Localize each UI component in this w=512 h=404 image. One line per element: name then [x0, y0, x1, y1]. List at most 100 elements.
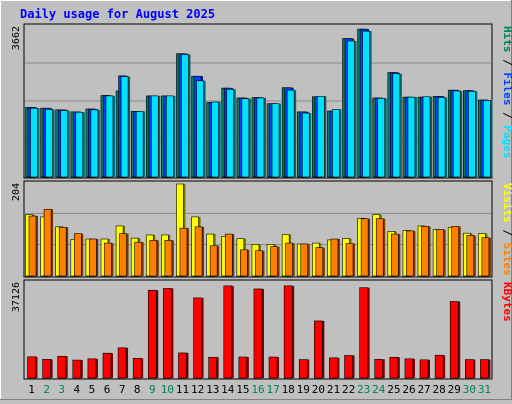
bar-sites-day-31 [481, 237, 490, 277]
bar-kbytes-day-22 [344, 355, 353, 379]
bar-sites-day-1 [28, 215, 37, 277]
bar-sites-day-12 [194, 226, 203, 277]
day-label: 26 [402, 383, 415, 396]
bar-kbytes-day-30 [465, 359, 474, 379]
bar-pages-day-25 [392, 73, 401, 178]
day-label: 27 [417, 383, 430, 396]
bar-sites-day-2 [43, 208, 52, 277]
bar-pages-day-2 [45, 109, 53, 178]
bar-kbytes-day-3 [57, 355, 66, 379]
middle-panel-bars [25, 183, 491, 277]
bar-kbytes-day-18 [283, 285, 293, 379]
day-label: 11 [176, 383, 189, 396]
day-label: 21 [327, 383, 340, 396]
bar-kbytes-day-16 [253, 288, 263, 379]
bar-sites-day-6 [104, 242, 112, 277]
day-label: 28 [433, 383, 446, 396]
bar-kbytes-day-7 [117, 347, 127, 379]
bar-kbytes-day-25 [389, 356, 399, 379]
legend-part: / [501, 106, 512, 126]
day-label: 16 [251, 383, 264, 396]
bar-kbytes-day-9 [147, 289, 157, 379]
bottom-panel-legend: KBytes [501, 282, 512, 322]
day-label: 30 [463, 383, 476, 396]
bar-pages-day-13 [211, 101, 219, 178]
bar-sites-day-4 [73, 233, 82, 277]
bar-kbytes-day-8 [132, 357, 142, 379]
legend-part: Files [501, 72, 512, 105]
chart-title: Daily usage for August 2025 [20, 7, 215, 21]
bar-pages-day-20 [317, 96, 325, 178]
bar-pages-day-18 [286, 89, 295, 178]
bar-sites-day-25 [391, 233, 399, 277]
bar-sites-day-13 [209, 245, 218, 277]
bar-sites-day-7 [119, 233, 127, 277]
legend-part: Pages [501, 125, 512, 158]
bar-pages-day-4 [75, 111, 84, 178]
legend-part: Hits [501, 26, 512, 53]
day-label: 15 [236, 383, 249, 396]
day-label: 17 [266, 383, 279, 396]
bar-kbytes-day-1 [27, 356, 36, 379]
bottom-panel-bars [27, 285, 491, 379]
bar-sites-day-18 [285, 242, 293, 277]
day-label: 8 [134, 383, 141, 396]
bar-kbytes-day-14 [223, 285, 233, 379]
bar-kbytes-day-21 [329, 357, 338, 379]
bar-pages-day-3 [60, 110, 68, 178]
bar-pages-day-1 [30, 107, 38, 178]
bar-kbytes-day-23 [359, 287, 368, 379]
bar-sites-day-11 [179, 227, 188, 277]
bar-sites-day-16 [255, 250, 263, 277]
day-label: 12 [191, 383, 204, 396]
day-label: 10 [161, 383, 174, 396]
bar-pages-day-8 [135, 111, 144, 178]
bar-sites-day-27 [421, 226, 429, 277]
legend-part: / [501, 223, 512, 243]
bar-kbytes-day-24 [374, 359, 384, 379]
bar-kbytes-day-26 [404, 358, 414, 379]
bar-sites-day-8 [134, 241, 142, 277]
bar-kbytes-day-10 [163, 288, 172, 379]
bar-pages-day-16 [256, 97, 265, 178]
bar-kbytes-day-19 [298, 359, 308, 379]
day-label: 20 [312, 383, 325, 396]
bar-pages-day-31 [483, 100, 491, 178]
day-label: 18 [282, 383, 295, 396]
middle-panel-max-label: 204 [11, 183, 22, 201]
day-label: 1 [28, 383, 35, 396]
bar-pages-day-15 [241, 98, 250, 178]
bar-pages-day-12 [196, 80, 204, 178]
bar-sites-day-9 [149, 240, 158, 277]
bar-sites-day-22 [345, 243, 354, 277]
day-label: 23 [357, 383, 370, 396]
bar-sites-day-24 [375, 218, 384, 277]
bar-sites-day-28 [436, 229, 444, 277]
day-label: 31 [478, 383, 491, 396]
day-label: 13 [206, 383, 219, 396]
bar-kbytes-day-17 [268, 356, 278, 379]
bar-kbytes-day-20 [314, 320, 323, 379]
day-label: 22 [342, 383, 355, 396]
top-panel-max-label: 3662 [11, 26, 22, 50]
bar-pages-day-7 [120, 76, 129, 178]
bar-pages-day-11 [181, 54, 189, 178]
bar-sites-day-21 [330, 238, 339, 277]
bar-kbytes-day-11 [178, 352, 187, 379]
bar-pages-day-17 [271, 103, 280, 178]
bar-pages-day-21 [332, 109, 340, 178]
legend-part: Visits [501, 183, 512, 223]
day-label: 19 [297, 383, 310, 396]
bar-pages-day-23 [362, 30, 370, 178]
bar-kbytes-day-27 [419, 359, 429, 379]
bar-pages-day-22 [347, 40, 355, 178]
bar-pages-day-26 [407, 96, 416, 178]
bar-kbytes-day-6 [102, 352, 112, 379]
day-label: 5 [89, 383, 96, 396]
bar-pages-day-29 [452, 90, 461, 178]
bar-kbytes-day-12 [193, 297, 202, 379]
day-label: 25 [387, 383, 400, 396]
day-label: 3 [58, 383, 65, 396]
bar-kbytes-day-13 [208, 356, 217, 379]
